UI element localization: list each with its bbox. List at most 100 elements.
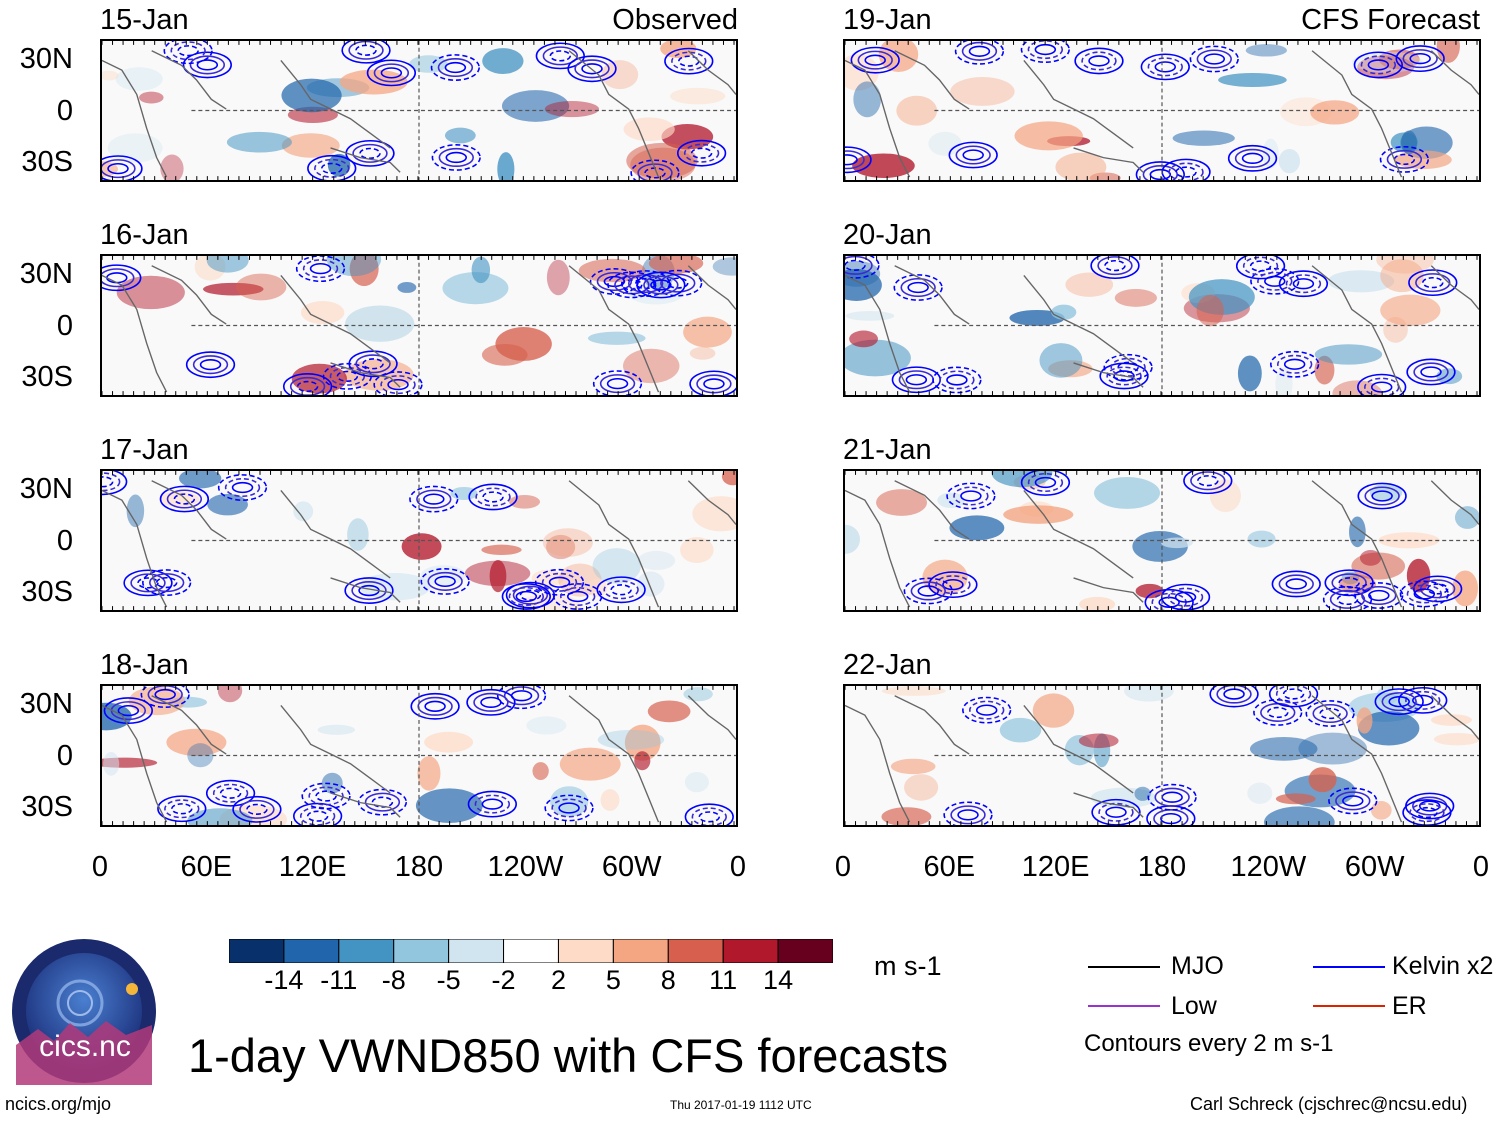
contour-line — [102, 159, 136, 179]
coastline — [330, 147, 401, 173]
contour-line — [173, 493, 196, 505]
shaded-anomaly — [349, 256, 379, 287]
contour-line — [1242, 256, 1279, 276]
shaded-anomaly — [317, 724, 356, 735]
contour-line — [1415, 273, 1451, 293]
shaded-anomaly — [166, 728, 227, 756]
contour-line — [475, 487, 511, 507]
shaded-anomaly — [116, 275, 185, 310]
panel-date: 19-Jan — [843, 4, 932, 36]
contour-line — [961, 41, 998, 61]
colorbar-tick-label: -11 — [320, 965, 358, 995]
shaded-anomaly — [1114, 288, 1158, 307]
contour-line — [1331, 573, 1367, 593]
contour-line — [157, 795, 207, 823]
shaded-anomaly — [922, 559, 968, 595]
shaded-anomaly — [424, 731, 474, 753]
contour-line — [1175, 166, 1197, 178]
contour-line — [199, 359, 222, 371]
contour-line — [1342, 795, 1364, 807]
contour-line — [592, 370, 643, 395]
shaded-anomaly — [1370, 800, 1392, 820]
shaded-anomaly — [417, 756, 441, 791]
colorbar-swatch — [338, 939, 395, 963]
shaded-anomaly — [115, 67, 163, 91]
lon-tick-label: 60E — [923, 851, 976, 883]
contour-line — [1154, 787, 1190, 807]
contour-line — [480, 696, 502, 708]
shaded-anomaly — [578, 258, 646, 283]
coastline — [280, 705, 391, 794]
contour-line — [130, 573, 166, 593]
shaded-anomaly — [481, 544, 522, 555]
colorbar-swatch — [667, 939, 724, 963]
shaded-anomaly — [1263, 806, 1335, 825]
lat-tick-label: 0 — [56, 309, 73, 342]
colorbar-tick-label: -8 — [381, 965, 406, 995]
shaded-anomaly — [347, 518, 369, 551]
contour-line — [1388, 696, 1410, 708]
contour-line — [351, 581, 387, 601]
map-panel — [843, 684, 1481, 827]
shaded-anomaly — [1401, 130, 1417, 155]
shaded-anomaly — [1094, 477, 1161, 509]
contour-line — [515, 590, 538, 603]
contour-line — [437, 58, 474, 78]
contour-line — [1413, 575, 1463, 603]
contour-line — [246, 803, 268, 815]
coastline — [1311, 265, 1403, 393]
shaded-anomaly — [1356, 707, 1373, 734]
shaded-anomaly — [1298, 732, 1368, 765]
contour-line — [192, 355, 229, 375]
contour-line — [637, 163, 673, 180]
shaded-anomaly — [497, 152, 515, 180]
colorbar-swatch — [722, 939, 779, 963]
contour-line — [508, 586, 545, 607]
shaded-anomaly — [542, 528, 593, 557]
coastline — [687, 695, 736, 740]
contour-line — [893, 274, 943, 301]
contour-line — [373, 63, 410, 83]
shaded-anomaly — [1065, 272, 1114, 297]
contour-line — [170, 41, 206, 61]
contour-line — [1227, 144, 1278, 172]
contour-line — [1268, 686, 1319, 708]
contour-line — [1249, 260, 1272, 272]
shaded-anomaly — [1055, 152, 1107, 180]
contour-line — [103, 697, 153, 725]
contour-line — [1413, 588, 1436, 600]
shaded-anomaly — [692, 496, 736, 532]
shaded-anomaly — [1014, 121, 1083, 151]
coastline — [280, 490, 391, 579]
coastline — [1073, 147, 1144, 173]
shaded-anomaly — [1135, 583, 1164, 599]
contour-line — [355, 354, 391, 374]
shaded-anomaly — [1380, 259, 1424, 293]
contour-line — [691, 807, 727, 825]
contour-line — [900, 277, 936, 298]
contour-line — [962, 696, 1012, 724]
coastline — [568, 695, 660, 823]
shaded-anomaly — [397, 282, 417, 293]
lat-tick-label: 0 — [56, 524, 73, 557]
colorbar-tick-label: -14 — [264, 965, 304, 995]
contour-line — [1098, 802, 1134, 822]
contour-line — [1104, 259, 1126, 272]
contour-line — [1402, 799, 1452, 825]
contour-line — [149, 573, 185, 593]
contour-line — [468, 483, 518, 511]
panel-date: 22-Jan — [843, 649, 932, 681]
shaded-anomaly — [845, 339, 911, 377]
shaded-anomaly — [684, 772, 709, 793]
shaded-anomaly — [712, 257, 736, 276]
contour-line — [102, 472, 121, 492]
shaded-anomaly — [1314, 355, 1335, 385]
contour-line — [519, 589, 542, 601]
shaded-anomaly — [845, 524, 861, 554]
coastline — [330, 792, 401, 818]
shaded-anomaly — [1454, 506, 1479, 529]
shaded-anomaly — [689, 346, 716, 360]
contour-line — [1234, 148, 1271, 168]
shaded-anomaly — [1359, 550, 1382, 566]
contour-line — [653, 269, 703, 297]
